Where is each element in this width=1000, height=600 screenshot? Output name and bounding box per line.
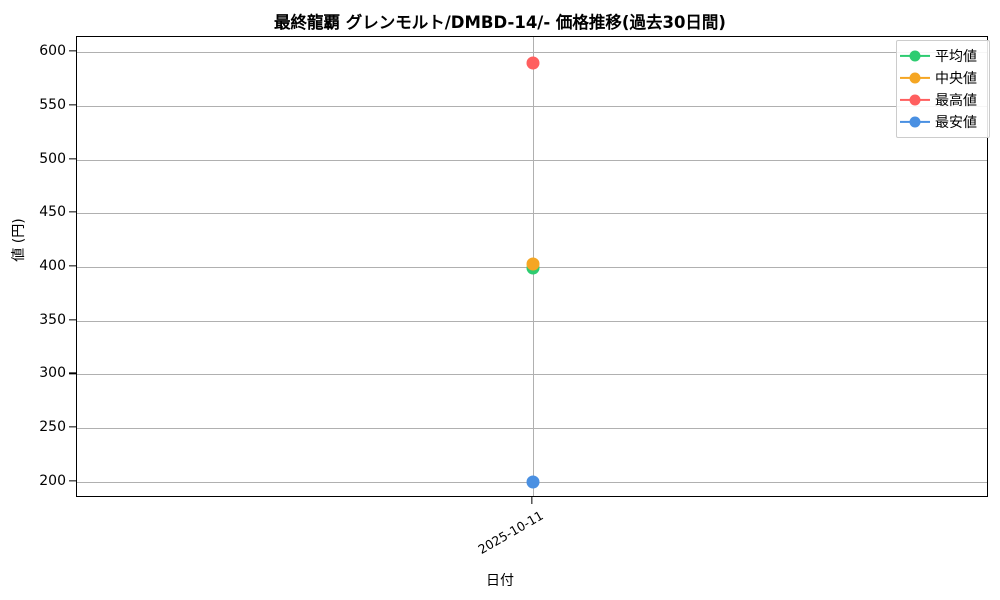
- legend-item-label: 最高値: [935, 93, 977, 109]
- legend-item-label: 中央値: [935, 71, 977, 87]
- legend-item[interactable]: 最高値: [899, 89, 985, 111]
- chart-legend: 平均値中央値最高値最安値: [896, 40, 990, 138]
- legend-item[interactable]: 平均値: [899, 45, 985, 67]
- gridline-horizontal: [77, 105, 987, 107]
- y-axis-tick-mark: [69, 426, 76, 428]
- legend-marker-icon: [899, 70, 931, 86]
- y-axis-tick-label: 550: [39, 96, 66, 113]
- gridline-horizontal: [77, 159, 987, 161]
- y-axis-tick-mark: [69, 157, 76, 160]
- y-axis-tick-mark: [69, 104, 76, 106]
- plot-area: [76, 36, 988, 497]
- gridline-horizontal: [77, 213, 987, 215]
- gridline-horizontal: [77, 428, 987, 430]
- chart-title: 最終龍覇 グレンモルト/DMBD-14/- 価格推移(過去30日間): [274, 13, 726, 32]
- legend-marker-icon: [899, 92, 931, 108]
- gridline-horizontal: [77, 52, 987, 53]
- y-axis-tick-label: 200: [39, 472, 66, 489]
- y-axis-tick-mark: [69, 319, 76, 321]
- x-axis-tick-mark: [531, 497, 533, 504]
- y-axis-tick-label: 500: [39, 150, 66, 167]
- y-axis-tick-mark: [69, 211, 76, 213]
- y-axis-tick-mark: [69, 372, 76, 375]
- legend-item-label: 平均値: [935, 49, 977, 65]
- gridline-horizontal: [77, 320, 987, 322]
- y-axis-tick-label: 250: [39, 419, 66, 436]
- data-point-marker[interactable]: [526, 56, 540, 70]
- x-axis-label: 日付: [486, 573, 514, 589]
- y-axis-tick-mark: [69, 480, 76, 482]
- y-axis-tick-mark: [69, 265, 76, 267]
- legend-marker-icon: [899, 48, 931, 64]
- data-point-marker[interactable]: [526, 257, 540, 271]
- legend-item[interactable]: 最安値: [899, 111, 985, 133]
- y-axis-tick-labels: 200 250 300 350 400 450 500 550 600: [0, 0, 66, 600]
- y-axis-tick-mark: [69, 50, 76, 52]
- gridline-horizontal: [77, 374, 987, 376]
- y-axis-tick-label: 450: [39, 204, 66, 221]
- legend-item-label: 最安値: [935, 115, 977, 131]
- y-axis-tick-label: 300: [39, 365, 66, 382]
- y-axis-tick-label: 350: [39, 311, 66, 328]
- data-point-marker[interactable]: [526, 475, 540, 489]
- x-axis-tick-label: 2025-10-11: [475, 507, 546, 557]
- legend-marker-icon: [899, 114, 931, 130]
- legend-item[interactable]: 中央値: [899, 67, 985, 89]
- y-axis-tick-label: 400: [39, 258, 66, 274]
- y-axis-tick-label: 600: [39, 43, 66, 59]
- y-axis-label: 値 (円): [11, 218, 27, 262]
